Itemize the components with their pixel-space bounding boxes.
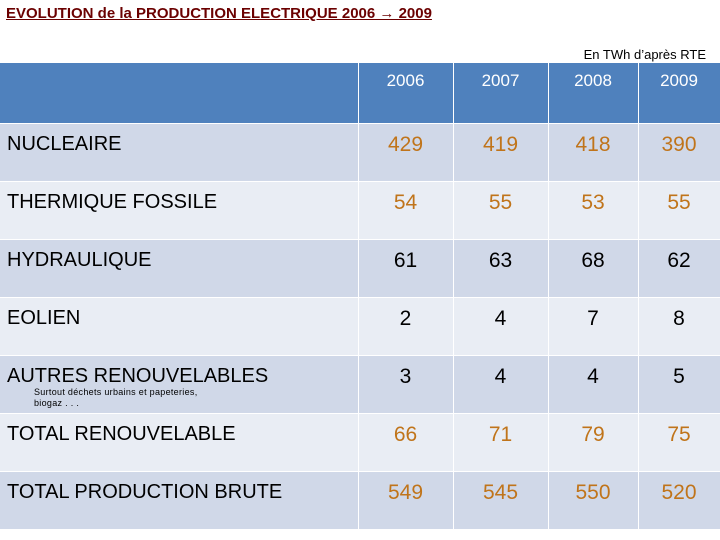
row-label-cell: AUTRES RENOUVELABLES Surtout déchets urba… [0,355,359,414]
value-cell: 61 [358,239,454,298]
subtitle: En TWh d’après RTE [583,47,706,62]
row-label-cell: TOTAL RENOUVELABLE [0,413,359,472]
table-row: THERMIQUE FOSSILE 54 55 53 55 [0,181,720,240]
value-cell: 53 [548,181,639,240]
row-label: NUCLEAIRE [7,132,122,155]
value-cell: 75 [638,413,720,472]
value-cell: 429 [358,123,454,182]
value-cell: 66 [358,413,454,472]
row-label-cell: THERMIQUE FOSSILE [0,181,359,240]
value-cell: 55 [453,181,549,240]
value-cell: 54 [358,181,454,240]
table-row: NUCLEAIRE 429 419 418 390 [0,123,720,182]
row-label-cell: TOTAL PRODUCTION BRUTE [0,471,359,530]
value-cell: 8 [638,297,720,356]
year-header: 2009 [638,63,720,124]
value-cell: 68 [548,239,639,298]
value-cell: 5 [638,355,720,414]
table-row: HYDRAULIQUE 61 63 68 62 [0,239,720,298]
row-note: Surtout déchets urbains et papeteries, b… [34,386,198,408]
value-cell: 545 [453,471,549,530]
value-cell: 2 [358,297,454,356]
row-label-cell: HYDRAULIQUE [0,239,359,298]
value-cell: 550 [548,471,639,530]
value-cell: 4 [453,355,549,414]
production-table: 2006 2007 2008 2009 NUCLEAIRE 429 419 418 390 TH… [0,63,720,530]
row-label: THERMIQUE FOSSILE [7,190,218,213]
title: EVOLUTION de la PRODUCTION ELECTRIQUE 20… [6,5,432,22]
header-row: 2006 2007 2008 2009 [0,63,720,124]
value-cell: 62 [638,239,720,298]
value-cell: 418 [548,123,639,182]
year-header: 2007 [453,63,549,124]
row-label-cell: NUCLEAIRE [0,123,359,182]
year-header: 2006 [358,63,454,124]
row-label: AUTRES RENOUVELABLES [7,364,269,387]
corner-cell [0,63,359,124]
row-label: TOTAL RENOUVELABLE [7,422,236,445]
row-label-cell: EOLIEN [0,297,359,356]
value-cell: 520 [638,471,720,530]
table-row: TOTAL PRODUCTION BRUTE 549 545 550 520 [0,471,720,530]
table-row: TOTAL RENOUVELABLE 66 71 79 75 [0,413,720,472]
value-cell: 4 [453,297,549,356]
value-cell: 71 [453,413,549,472]
value-cell: 549 [358,471,454,530]
row-label: HYDRAULIQUE [7,248,152,271]
value-cell: 4 [548,355,639,414]
value-cell: 390 [638,123,720,182]
value-cell: 55 [638,181,720,240]
row-label: EOLIEN [7,306,81,329]
value-cell: 419 [453,123,549,182]
year-header: 2008 [548,63,639,124]
table-row: EOLIEN 2 4 7 8 [0,297,720,356]
table-row: AUTRES RENOUVELABLES Surtout déchets urba… [0,355,720,414]
value-cell: 63 [453,239,549,298]
value-cell: 7 [548,297,639,356]
value-cell: 79 [548,413,639,472]
value-cell: 3 [358,355,454,414]
row-label: TOTAL PRODUCTION BRUTE [7,480,283,503]
